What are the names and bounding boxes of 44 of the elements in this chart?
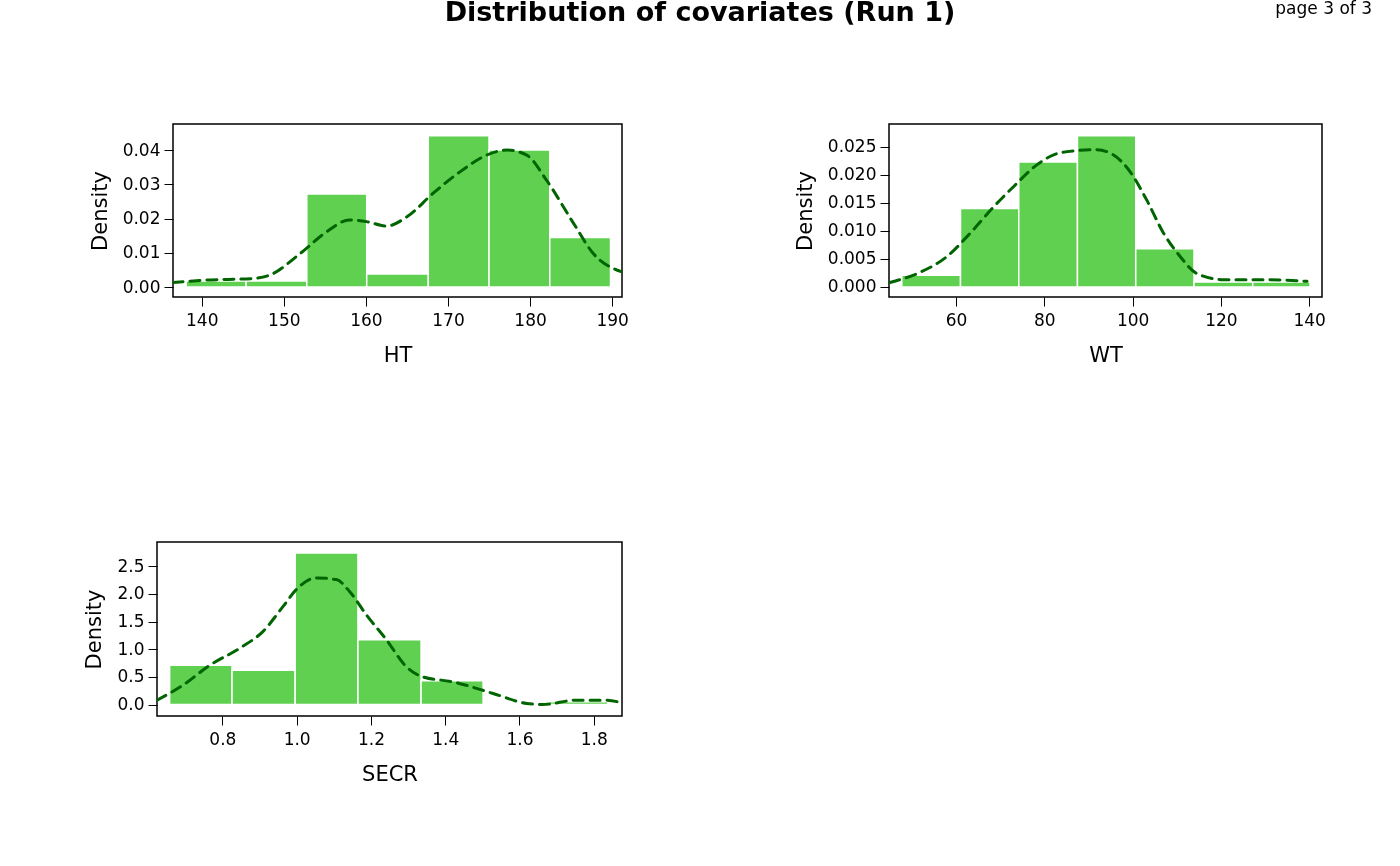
y-tick-label: 0.03 bbox=[122, 173, 161, 194]
y-tick-label: 1.5 bbox=[117, 611, 145, 632]
y-axis-title: Density bbox=[792, 171, 817, 251]
y-tick-label: 2.0 bbox=[117, 583, 145, 604]
x-tick-label: 1.2 bbox=[357, 728, 385, 749]
line-series bbox=[889, 148, 1309, 284]
x-tick-label: 140 bbox=[1293, 309, 1326, 330]
y-tick-label: 0.025 bbox=[827, 136, 877, 157]
y-tick-label: 0.04 bbox=[122, 139, 161, 160]
y-tick-label: 0.005 bbox=[827, 248, 877, 269]
x-tick-label: 0.8 bbox=[209, 728, 237, 749]
x-tick-label: 100 bbox=[1116, 309, 1150, 330]
x-tick-label: 1.6 bbox=[506, 728, 534, 749]
text: page 3 of 3 bbox=[1275, 0, 1372, 18]
x-tick-label: 170 bbox=[432, 309, 465, 330]
x-tick-label: 140 bbox=[186, 309, 219, 330]
y-axis-title: Density bbox=[87, 171, 112, 251]
y-tick-label: 0.020 bbox=[827, 164, 877, 185]
y-tick-label: 0.000 bbox=[827, 276, 877, 297]
y-tick-label: 0.00 bbox=[122, 276, 161, 297]
y-tick-label: 0.0 bbox=[117, 694, 145, 715]
x-tick-label: 1.0 bbox=[283, 728, 311, 749]
x-tick-label: 60 bbox=[945, 309, 968, 330]
x-axis-title: SECR bbox=[362, 761, 418, 786]
y-tick-label: 0.015 bbox=[827, 192, 877, 213]
x-tick-label: 120 bbox=[1205, 309, 1238, 330]
x-tick-label: 1.8 bbox=[580, 728, 608, 749]
y-tick-label: 0.5 bbox=[117, 666, 145, 687]
y-tick-label: 2.5 bbox=[117, 555, 145, 576]
line-series bbox=[173, 148, 622, 285]
y-tick-label: 0.02 bbox=[122, 208, 161, 229]
x-tick-label: 160 bbox=[350, 309, 383, 330]
x-axis-title: WT bbox=[1089, 342, 1123, 367]
x-tick-label: 180 bbox=[514, 309, 547, 330]
x-tick-label: 150 bbox=[268, 309, 301, 330]
x-tick-label: 1.4 bbox=[432, 728, 460, 749]
y-axis-title: Density bbox=[82, 589, 107, 670]
y-tick-label: 0.010 bbox=[827, 220, 877, 241]
x-tick-label: 80 bbox=[1034, 309, 1056, 330]
x-axis-title: HT bbox=[383, 342, 413, 367]
y-tick-label: 1.0 bbox=[117, 638, 145, 659]
y-tick-label: 0.01 bbox=[122, 242, 161, 263]
x-tick-label: 190 bbox=[596, 309, 629, 330]
text: Distribution of covariates (Run 1) bbox=[444, 0, 956, 27]
